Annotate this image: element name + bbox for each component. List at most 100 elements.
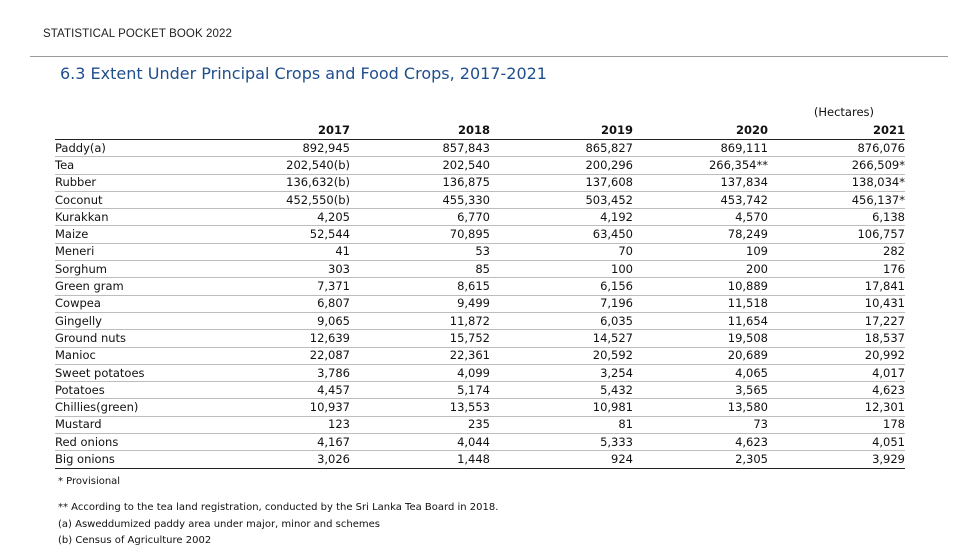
table-row: Mustard 123 235 81 73 178 (55, 416, 905, 435)
value-cell-2018: 1,448 (350, 450, 490, 469)
value-cell-2018: 235 (350, 416, 490, 435)
value-cell-2019: 200,296 (490, 156, 633, 175)
value-cell-2017: 452,550(b) (205, 191, 350, 210)
crop-name-cell: Maize (55, 225, 205, 244)
value-cell-2021: 106,757 (768, 225, 905, 244)
value-cell-2020: 4,570 (633, 208, 768, 227)
table-body: Paddy(a) 892,945 857,843 865,827 869,111 876,… (55, 139, 905, 469)
value-cell-2018: 22,361 (350, 347, 490, 365)
value-cell-2021: 6,138 (768, 208, 905, 227)
table-row: Chillies(green) 10,937 13,553 10,981 13,580 1… (55, 398, 905, 417)
value-cell-2020: 73 (633, 416, 768, 435)
value-cell-2021: 4,051 (768, 433, 905, 452)
crop-name-cell: Meneri (55, 243, 205, 262)
crop-name-cell: Sweet potatoes (55, 364, 205, 383)
value-cell-2017: 4,167 (205, 433, 350, 452)
value-cell-2018: 9,499 (350, 295, 490, 313)
value-cell-2020: 200 (633, 260, 768, 279)
value-cell-2020: 266,354** (633, 156, 768, 175)
value-cell-2019: 100 (490, 260, 633, 279)
value-cell-2018: 857,843 (350, 139, 490, 158)
value-cell-2018: 4,099 (350, 364, 490, 383)
table-row: Tea 202,540(b) 202,540 200,296 266,354** 266,… (55, 156, 905, 175)
value-cell-2020: 11,654 (633, 312, 768, 331)
value-cell-2019: 137,608 (490, 174, 633, 192)
value-cell-2020: 137,834 (633, 174, 768, 192)
crop-name-cell: Paddy(a) (55, 139, 205, 158)
crop-name-cell: Red onions (55, 433, 205, 452)
value-cell-2017: 41 (205, 243, 350, 262)
table-row: Paddy(a) 892,945 857,843 865,827 869,111 876,… (55, 139, 905, 158)
value-cell-2020: 2,305 (633, 450, 768, 469)
value-cell-2021: 266,509* (768, 156, 905, 175)
crop-name-cell: Tea (55, 156, 205, 175)
crop-name-cell: Gingelly (55, 312, 205, 331)
value-cell-2018: 70,895 (350, 225, 490, 244)
value-cell-2021: 12,301 (768, 398, 905, 417)
value-cell-2020: 453,742 (633, 191, 768, 210)
value-cell-2019: 63,450 (490, 225, 633, 244)
value-cell-2017: 3,026 (205, 450, 350, 469)
value-cell-2018: 136,875 (350, 174, 490, 192)
year-header-2021: 2021 (768, 122, 905, 140)
value-cell-2019: 20,592 (490, 347, 633, 365)
crop-name-cell: Big onions (55, 450, 205, 469)
value-cell-2017: 3,786 (205, 364, 350, 383)
value-cell-2018: 11,872 (350, 312, 490, 331)
value-cell-2018: 15,752 (350, 329, 490, 348)
value-cell-2018: 202,540 (350, 156, 490, 175)
value-cell-2021: 176 (768, 260, 905, 279)
value-cell-2020: 869,111 (633, 139, 768, 158)
header-divider (30, 56, 948, 57)
value-cell-2019: 865,827 (490, 139, 633, 158)
value-cell-2017: 9,065 (205, 312, 350, 331)
footnote-tea-board: ** According to the tea land registratio… (58, 502, 499, 513)
value-cell-2017: 7,371 (205, 277, 350, 296)
table-row: Sweet potatoes 3,786 4,099 3,254 4,065 4,017 (55, 364, 905, 383)
value-cell-2021: 4,017 (768, 364, 905, 383)
value-cell-2019: 5,333 (490, 433, 633, 452)
value-cell-2020: 11,518 (633, 295, 768, 313)
table-row: Gingelly 9,065 11,872 6,035 11,654 17,227 (55, 312, 905, 331)
table-header-row: 2017 2018 2019 2020 2021 (55, 122, 905, 140)
value-cell-2019: 81 (490, 416, 633, 435)
crop-name-cell: Sorghum (55, 260, 205, 279)
value-cell-2021: 3,929 (768, 450, 905, 469)
value-cell-2020: 109 (633, 243, 768, 262)
value-cell-2021: 4,623 (768, 381, 905, 400)
year-header-2019: 2019 (490, 122, 633, 140)
value-cell-2017: 892,945 (205, 139, 350, 158)
footnote-a: (a) Asweddumized paddy area under major,… (58, 519, 380, 530)
crop-name-cell: Potatoes (55, 381, 205, 400)
crop-name-cell: Ground nuts (55, 329, 205, 348)
crop-name-cell: Green gram (55, 277, 205, 296)
value-cell-2018: 4,044 (350, 433, 490, 452)
value-cell-2017: 123 (205, 416, 350, 435)
value-cell-2019: 6,035 (490, 312, 633, 331)
value-cell-2018: 53 (350, 243, 490, 262)
footnote-b: (b) Census of Agriculture 2002 (58, 535, 212, 546)
crop-name-cell: Manioc (55, 347, 205, 365)
value-cell-2021: 17,227 (768, 312, 905, 331)
footnote-provisional: * Provisional (58, 476, 121, 487)
crop-name-cell: Mustard (55, 416, 205, 435)
value-cell-2019: 5,432 (490, 381, 633, 400)
value-cell-2017: 10,937 (205, 398, 350, 417)
value-cell-2017: 303 (205, 260, 350, 279)
value-cell-2019: 503,452 (490, 191, 633, 210)
table-row: Big onions 3,026 1,448 924 2,305 3,929 (55, 450, 905, 469)
value-cell-2021: 17,841 (768, 277, 905, 296)
value-cell-2017: 4,457 (205, 381, 350, 400)
table-row: Red onions 4,167 4,044 5,333 4,623 4,051 (55, 433, 905, 452)
value-cell-2019: 10,981 (490, 398, 633, 417)
value-cell-2020: 4,065 (633, 364, 768, 383)
year-header-2018: 2018 (350, 122, 490, 140)
table-row: Sorghum 303 85 100 200 176 (55, 260, 905, 279)
value-cell-2021: 282 (768, 243, 905, 262)
crop-name-cell: Kurakkan (55, 208, 205, 227)
unit-label: (Hectares) (813, 105, 874, 119)
value-cell-2021: 876,076 (768, 139, 905, 158)
year-header-2020: 2020 (633, 122, 768, 140)
crops-table: 2017 2018 2019 2020 2021 Paddy(a) 892,945… (55, 122, 905, 469)
value-cell-2018: 455,330 (350, 191, 490, 210)
